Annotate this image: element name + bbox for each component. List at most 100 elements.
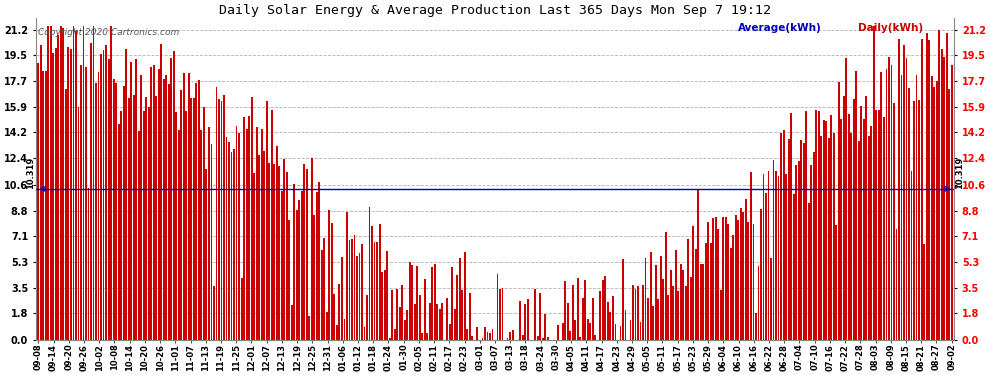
- Bar: [451, 267, 453, 339]
- Bar: [128, 98, 130, 339]
- Bar: [319, 182, 321, 339]
- Bar: [664, 232, 666, 339]
- Bar: [687, 239, 689, 339]
- Bar: [439, 309, 441, 339]
- Bar: [713, 218, 714, 339]
- Bar: [203, 107, 205, 339]
- Bar: [777, 176, 779, 339]
- Bar: [113, 79, 115, 339]
- Bar: [303, 164, 305, 339]
- Bar: [826, 121, 828, 339]
- Bar: [579, 338, 581, 339]
- Bar: [228, 142, 230, 339]
- Bar: [620, 326, 622, 339]
- Bar: [798, 162, 800, 339]
- Bar: [524, 304, 526, 339]
- Bar: [193, 98, 195, 339]
- Bar: [381, 272, 383, 339]
- Bar: [396, 289, 398, 339]
- Bar: [80, 64, 82, 339]
- Bar: [40, 45, 42, 339]
- Bar: [371, 226, 373, 339]
- Bar: [206, 169, 207, 339]
- Bar: [466, 329, 468, 339]
- Bar: [231, 152, 233, 339]
- Bar: [788, 139, 789, 339]
- Bar: [842, 96, 844, 339]
- Bar: [875, 110, 877, 339]
- Bar: [564, 281, 566, 339]
- Bar: [569, 331, 571, 339]
- Bar: [502, 288, 504, 339]
- Bar: [306, 169, 308, 339]
- Bar: [911, 171, 913, 339]
- Bar: [52, 53, 54, 339]
- Bar: [885, 69, 887, 339]
- Bar: [728, 224, 730, 339]
- Bar: [868, 136, 870, 339]
- Bar: [836, 225, 838, 339]
- Bar: [406, 310, 408, 339]
- Bar: [818, 111, 820, 339]
- Bar: [852, 99, 854, 339]
- Bar: [870, 126, 872, 339]
- Bar: [110, 26, 112, 339]
- Bar: [422, 333, 423, 339]
- Bar: [82, 26, 84, 339]
- Bar: [657, 299, 659, 339]
- Bar: [87, 188, 89, 339]
- Bar: [647, 298, 649, 339]
- Bar: [236, 126, 238, 339]
- Bar: [891, 65, 892, 339]
- Bar: [730, 248, 732, 339]
- Bar: [278, 166, 280, 339]
- Bar: [750, 172, 751, 339]
- Bar: [334, 294, 336, 339]
- Bar: [546, 338, 548, 339]
- Bar: [341, 257, 343, 339]
- Bar: [715, 217, 717, 339]
- Bar: [201, 129, 202, 339]
- Bar: [108, 59, 110, 339]
- Bar: [939, 30, 940, 339]
- Bar: [896, 229, 897, 339]
- Bar: [366, 296, 368, 339]
- Bar: [943, 57, 945, 339]
- Bar: [348, 240, 350, 339]
- Bar: [183, 72, 185, 339]
- Bar: [675, 250, 676, 339]
- Bar: [527, 299, 529, 339]
- Bar: [567, 303, 568, 339]
- Bar: [537, 336, 539, 339]
- Bar: [356, 255, 358, 339]
- Bar: [705, 243, 707, 339]
- Bar: [486, 332, 488, 339]
- Bar: [577, 278, 579, 339]
- Bar: [70, 48, 72, 339]
- Bar: [489, 333, 491, 339]
- Bar: [424, 279, 426, 339]
- Bar: [115, 82, 117, 339]
- Bar: [263, 151, 265, 339]
- Bar: [346, 213, 347, 339]
- Bar: [401, 285, 403, 339]
- Title: Daily Solar Energy & Average Production Last 365 Days Mon Sep 7 19:12: Daily Solar Energy & Average Production …: [219, 4, 771, 17]
- Bar: [865, 96, 867, 339]
- Bar: [700, 264, 702, 339]
- Bar: [918, 99, 920, 339]
- Bar: [723, 217, 725, 339]
- Bar: [929, 40, 930, 339]
- Bar: [572, 285, 574, 339]
- Bar: [65, 89, 67, 339]
- Bar: [208, 127, 210, 339]
- Bar: [248, 116, 250, 339]
- Bar: [326, 312, 328, 339]
- Bar: [535, 289, 537, 339]
- Bar: [223, 95, 225, 339]
- Bar: [399, 308, 401, 339]
- Bar: [481, 338, 483, 339]
- Bar: [329, 210, 331, 339]
- Bar: [293, 184, 295, 339]
- Bar: [733, 235, 735, 339]
- Bar: [815, 110, 817, 339]
